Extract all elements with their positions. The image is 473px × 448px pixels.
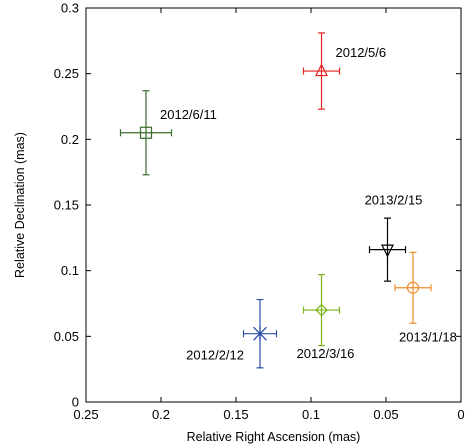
- point-label: 2013/2/15: [365, 193, 423, 208]
- data-point: 2012/6/11: [119, 90, 217, 176]
- x-tick-label: 0.2: [152, 407, 170, 422]
- data-point: 2013/1/18: [394, 251, 457, 345]
- y-tick-label: 0: [72, 395, 79, 410]
- y-tick-label: 0.05: [54, 329, 79, 344]
- x-tick-label: 0.25: [73, 407, 98, 422]
- point-label: 2012/6/11: [160, 107, 217, 122]
- plot-frame: [85, 7, 462, 403]
- y-tick-label: 0.1: [61, 263, 79, 278]
- y-tick-label: 0.2: [61, 132, 79, 147]
- ticks-layer: 0.25 0.2 0.15 0.1 0.05 0 0 0.05 0.1 0.15 0.2 0.25 0.…: [54, 1, 465, 423]
- x-tick-label: 0.05: [373, 407, 398, 422]
- data-point: 2013/2/15: [365, 193, 423, 282]
- point-label: 2012/3/16: [297, 346, 355, 361]
- triangle-down-marker: [381, 244, 394, 258]
- y-axis-title: Relative Declination (mas): [13, 132, 27, 278]
- triangle-up-marker: [315, 63, 328, 77]
- x-axis-title: Relative Right Ascension (mas): [187, 430, 361, 444]
- data-point: 2012/2/12: [186, 298, 278, 369]
- x-tick-label: 0.1: [302, 407, 320, 422]
- x-tick-label: 0.15: [223, 407, 248, 422]
- data-point: 2012/5/6: [302, 32, 387, 110]
- y-tick-label: 0.3: [61, 1, 79, 16]
- point-label: 2013/1/18: [399, 330, 457, 345]
- point-label: 2012/5/6: [336, 45, 387, 60]
- data-point: 2012/3/16: [297, 274, 355, 361]
- square-marker: [139, 126, 153, 139]
- circle-marker: [406, 281, 420, 294]
- points-layer: 2012/2/12 2012/3/16 2012/5/6 2012/6/11 2013/…: [119, 32, 457, 369]
- y-tick-label: 0.25: [54, 66, 79, 81]
- x-tick-label: 0: [457, 407, 464, 422]
- y-tick-label: 0.15: [54, 198, 79, 213]
- point-label: 2012/2/12: [186, 348, 244, 363]
- diamond-marker: [315, 303, 328, 317]
